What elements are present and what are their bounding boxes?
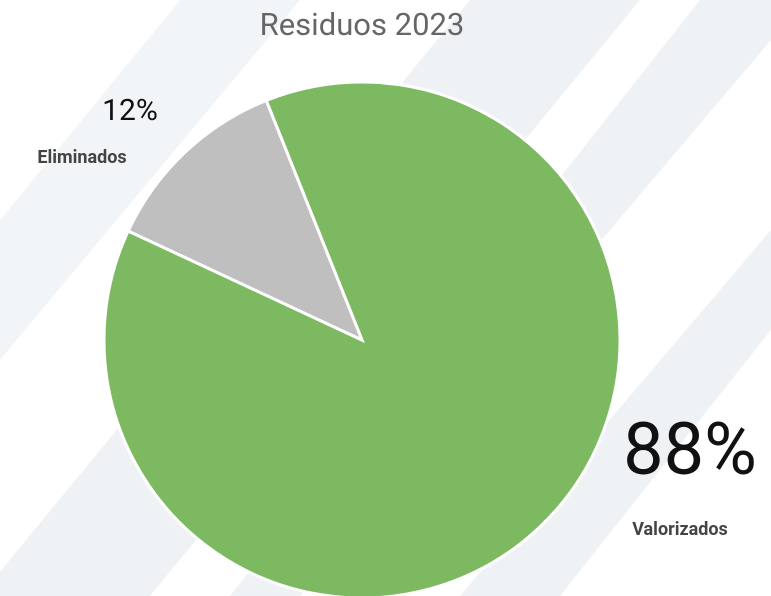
value-label: 12%	[102, 93, 158, 128]
value-label: 88%	[623, 407, 757, 492]
category-label: Eliminados	[37, 147, 126, 168]
pie-slice	[126, 98, 365, 343]
chart-title: Residuos 2023	[260, 6, 465, 43]
category-label: Valorizados	[632, 519, 728, 540]
